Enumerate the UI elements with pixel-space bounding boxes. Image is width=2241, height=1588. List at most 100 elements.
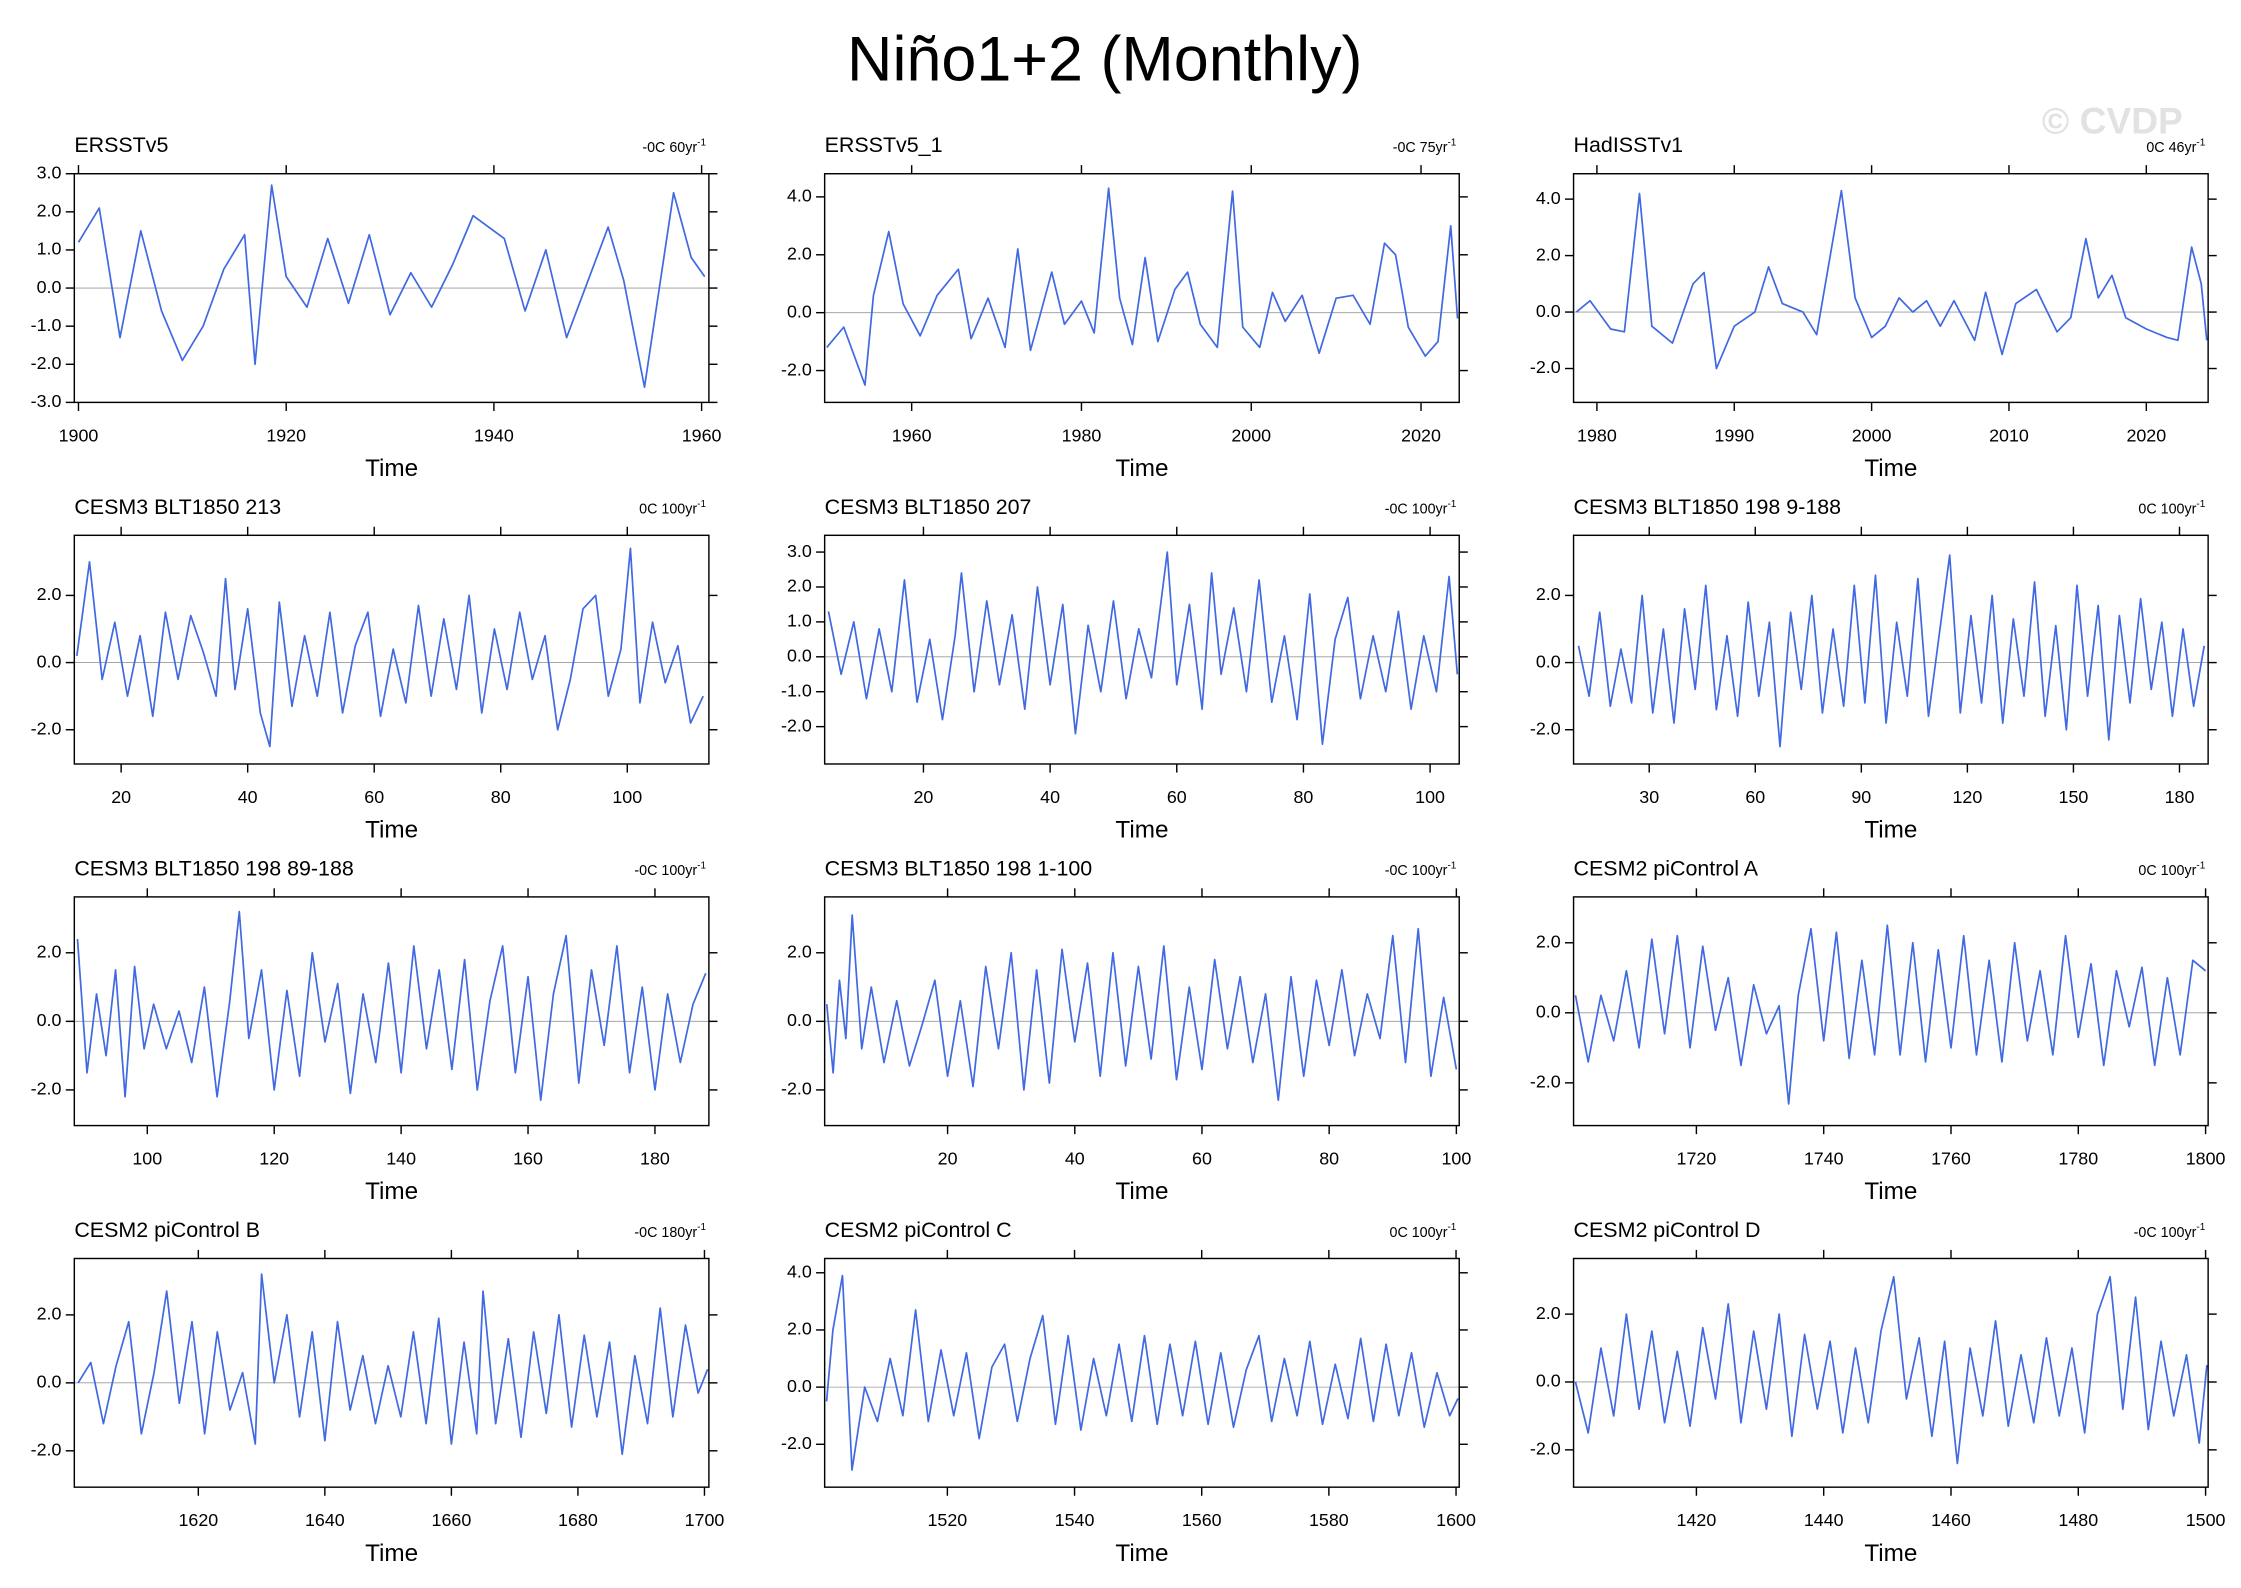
y-tick-label: 4.0 <box>787 186 812 206</box>
panel: CESM3 BLT1850 207 -0C 100yr-1 -2.0 -1.0 0.0 1… <box>781 495 1468 844</box>
y-tick-label: 3.0 <box>787 541 812 561</box>
annotation-text: 0C 46yr <box>2146 140 2196 156</box>
y-tick-label: -3.0 <box>31 391 62 411</box>
x-tick-label: 1500 <box>2186 1510 2226 1530</box>
data-line <box>77 1273 709 1456</box>
x-tick-label: 1700 <box>685 1510 725 1530</box>
annotation-text: -0C 100yr <box>1385 863 1448 879</box>
x-tick-label: 1800 <box>2186 1149 2226 1169</box>
y-tick-label: 2.0 <box>37 1304 62 1324</box>
annotation-text: -0C 60yr <box>642 140 697 156</box>
y-tick-label: 0.0 <box>787 301 812 321</box>
data-line <box>75 547 704 748</box>
panel-title: CESM2 piControl C <box>825 1218 1012 1242</box>
annotation-superscript: -1 <box>697 137 706 148</box>
annotation-superscript: -1 <box>1447 1222 1456 1233</box>
panel: CESM2 piControl B -0C 180yr-1 -2.0 0.0 2.0 16… <box>31 1218 725 1567</box>
data-line <box>826 187 1459 386</box>
panel-annotation: -0C 75yr-1 <box>1393 137 1457 156</box>
plot-frame <box>823 1257 1460 1488</box>
panel: CESM2 piControl C 0C 100yr-1 -2.0 0.0 2.0 4.0… <box>781 1218 1476 1567</box>
y-tick-label: -2.0 <box>1530 1072 1561 1092</box>
x-tick-label: 2010 <box>1989 425 2029 445</box>
x-tick-label: 2000 <box>1852 425 1892 445</box>
annotation-superscript: -1 <box>2196 1222 2205 1233</box>
x-tick-label: 80 <box>1319 1149 1339 1169</box>
annotation-superscript: -1 <box>1447 860 1456 871</box>
x-tick-label: 60 <box>364 787 384 807</box>
y-tick-label: -2.0 <box>781 359 812 379</box>
x-tick-label: 1460 <box>1931 1510 1971 1530</box>
panel: ERSSTv5_1 -0C 75yr-1 -2.0 0.0 2.0 4.0 1960 1980… <box>781 133 1468 482</box>
y-tick-label: 0.0 <box>1536 651 1561 671</box>
x-tick-label: 1600 <box>1436 1510 1476 1530</box>
x-axis-label: Time <box>365 1178 418 1205</box>
panel: CESM3 BLT1850 198 1-100 -0C 100yr-1 -2.0 0.… <box>781 856 1471 1205</box>
data-line <box>825 914 1458 1102</box>
y-tick-label: 4.0 <box>1536 188 1561 208</box>
panel: CESM2 piControl D -0C 100yr-1 -2.0 0.0 2.0 14… <box>1530 1218 2226 1567</box>
panel-annotation: 0C 46yr-1 <box>2146 137 2205 156</box>
x-tick-label: 120 <box>259 1149 289 1169</box>
x-axis-label: Time <box>1864 1540 1917 1567</box>
y-tick-label: 0.0 <box>37 277 62 297</box>
y-tick-label: 2.0 <box>787 1319 812 1339</box>
y-tick-label: 4.0 <box>787 1262 812 1282</box>
panel: CESM3 BLT1850 198 9-188 0C 100yr-1 -2.0 0.0… <box>1530 495 2217 844</box>
x-axis-label: Time <box>1115 1178 1168 1205</box>
panel-title: ERSSTv5 <box>74 133 168 157</box>
x-tick-label: 80 <box>1293 787 1313 807</box>
plot-frame <box>73 896 710 1127</box>
panel: CESM3 BLT1850 198 89-188 -0C 100yr-1 -2.0 0… <box>31 856 718 1205</box>
x-axis-label: Time <box>365 817 418 844</box>
plot-frame <box>823 896 1460 1127</box>
x-tick-label: 1760 <box>1931 1149 1971 1169</box>
panel-title: CESM3 BLT1850 198 89-188 <box>74 856 353 880</box>
plot-frame <box>1572 173 2209 404</box>
x-tick-label: 180 <box>2165 787 2195 807</box>
data-line <box>1575 189 2208 370</box>
panel: HadISSTv1 0C 46yr-1 -2.0 0.0 2.0 4.0 1980 1990 2… <box>1530 133 2217 482</box>
x-tick-label: 1420 <box>1677 1510 1717 1530</box>
x-tick-label: 1920 <box>266 425 306 445</box>
x-axis-label: Time <box>1115 817 1168 844</box>
plot-frame <box>1572 1257 2209 1488</box>
x-tick-label: 1960 <box>892 425 932 445</box>
x-tick-label: 1740 <box>1804 1149 1844 1169</box>
x-tick-label: 1520 <box>928 1510 968 1530</box>
x-axis-label: Time <box>1864 455 1917 482</box>
data-line <box>1577 554 2206 748</box>
y-tick-label: 0.0 <box>37 1010 62 1030</box>
panel-title: ERSSTv5_1 <box>825 133 943 157</box>
x-tick-label: 90 <box>1851 787 1871 807</box>
x-tick-label: 20 <box>111 787 131 807</box>
panel-annotation: 0C 100yr-1 <box>2138 860 2205 879</box>
y-tick-label: 2.0 <box>787 576 812 596</box>
y-tick-label: 0.0 <box>1536 1371 1561 1391</box>
x-tick-label: 1960 <box>682 425 722 445</box>
y-tick-label: -1.0 <box>31 315 62 335</box>
panel-title: CESM2 piControl D <box>1574 1218 1761 1242</box>
y-tick-label: -2.0 <box>1530 1439 1561 1459</box>
figure-title: Niño1+2 (Monthly) <box>847 24 1362 94</box>
panel-annotation: -0C 100yr-1 <box>634 860 706 879</box>
panel-title: CESM3 BLT1850 198 9-188 <box>1574 495 1842 519</box>
annotation-text: -0C 180yr <box>634 1225 697 1241</box>
x-axis-label: Time <box>1115 455 1168 482</box>
y-tick-label: 2.0 <box>1536 1303 1561 1323</box>
y-tick-label: 3.0 <box>37 162 62 182</box>
y-tick-label: 2.0 <box>37 942 62 962</box>
annotation-superscript: -1 <box>697 1222 706 1233</box>
annotation-superscript: -1 <box>1447 137 1456 148</box>
annotation-superscript: -1 <box>697 499 706 510</box>
annotation-superscript: -1 <box>2196 499 2205 510</box>
y-tick-label: -2.0 <box>781 1079 812 1099</box>
x-axis-label: Time <box>365 455 418 482</box>
annotation-superscript: -1 <box>697 860 706 871</box>
x-tick-label: 150 <box>2059 787 2089 807</box>
plot-frame <box>823 173 1460 404</box>
x-axis-label: Time <box>365 1540 418 1567</box>
x-tick-label: 20 <box>938 1149 958 1169</box>
y-tick-label: -1.0 <box>781 680 812 700</box>
x-tick-label: 160 <box>513 1149 543 1169</box>
